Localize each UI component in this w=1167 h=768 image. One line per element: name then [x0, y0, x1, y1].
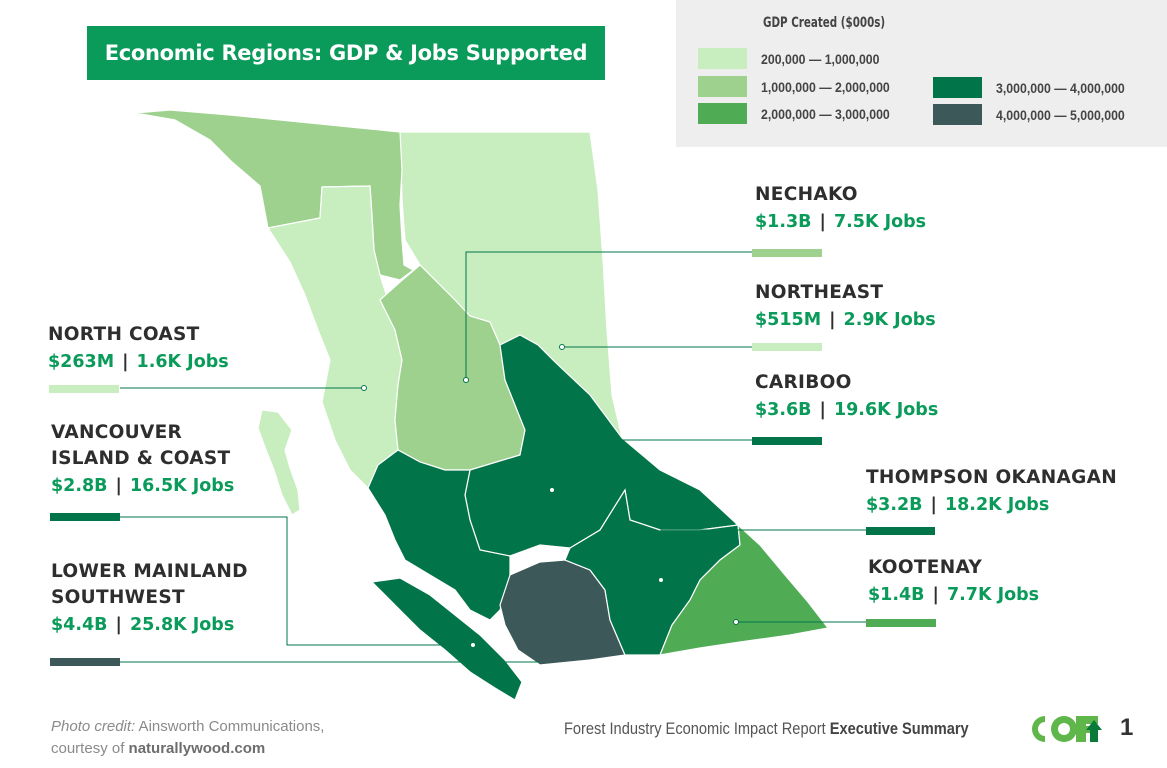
legend-swatch	[698, 103, 747, 124]
label-cariboo: CARIBOO $3.6B | 19.6K Jobs	[755, 370, 938, 424]
gdp-legend: GDP Created ($000s) 200,000 — 1,000,000 …	[676, 0, 1167, 147]
region-jobs: 1.6K Jobs	[136, 352, 229, 372]
region-vancouver-island-coast	[367, 449, 511, 621]
legend-title: GDP Created ($000s)	[763, 15, 886, 31]
region-jobs: 16.5K Jobs	[129, 476, 235, 496]
label-kootenay: KOOTENAY $1.4B | 7.7K Jobs	[868, 555, 1039, 609]
region-jobs: 18.2K Jobs	[944, 495, 1050, 515]
photo-credit-courtesy: courtesy of	[51, 740, 129, 757]
region-name: NECHAKO	[755, 184, 858, 205]
region-jobs: 7.5K Jobs	[833, 212, 927, 232]
region-gdp: $1.3B	[755, 212, 812, 232]
region-bar-kootenay	[866, 619, 936, 627]
report-title-main: Forest Industry Economic Impact Report	[564, 719, 830, 738]
stat-separator: |	[819, 212, 826, 232]
region-jobs: 7.7K Jobs	[946, 585, 1040, 605]
region-name: NORTHEAST	[755, 282, 884, 303]
label-north-coast: NORTH COAST $263M | 1.6K Jobs	[48, 322, 229, 376]
region-haida-gwaii	[257, 409, 301, 516]
region-name: KOOTENAY	[868, 557, 983, 578]
legend-item: 4,000,000 — 5,000,000	[933, 104, 1142, 125]
legend-item: 2,000,000 — 3,000,000	[698, 103, 907, 124]
region-bar-thompson-okanagan	[866, 527, 935, 535]
region-stats: $3.6B | 19.6K Jobs	[755, 396, 938, 424]
region-name-line1: LOWER MAINLAND	[51, 561, 248, 582]
region-jobs: 2.9K Jobs	[843, 310, 936, 330]
region-stats: $263M | 1.6K Jobs	[48, 348, 229, 376]
stat-separator: |	[829, 310, 836, 330]
photo-credit-line1: Photo credit: Ainsworth Communications,	[51, 716, 324, 738]
region-bar-vancouver-island-coast	[50, 513, 120, 521]
region-gdp: $2.8B	[51, 476, 108, 496]
region-gdp: $4.4B	[51, 615, 108, 635]
legend-item: 3,000,000 — 4,000,000	[933, 77, 1142, 98]
legend-label: 3,000,000 — 4,000,000	[996, 79, 1125, 96]
legend-label: 1,000,000 — 2,000,000	[761, 78, 890, 95]
page-title: Economic Regions: GDP & Jobs Supported	[87, 26, 605, 80]
legend-label: 2,000,000 — 3,000,000	[761, 105, 890, 122]
region-stats: $1.4B | 7.7K Jobs	[868, 581, 1039, 609]
leader-nechako	[465, 251, 752, 380]
region-bar-nechako	[752, 249, 822, 257]
region-name: CARIBOO	[755, 372, 852, 393]
region-bar-cariboo	[752, 437, 822, 445]
region-gdp: $1.4B	[868, 585, 925, 605]
label-thompson-okanagan: THOMPSON OKANAGAN $3.2B | 18.2K Jobs	[866, 465, 1117, 519]
legend-swatch	[933, 77, 982, 98]
legend-swatch	[698, 48, 747, 69]
photo-credit-prefix: Photo credit:	[51, 718, 136, 735]
region-stikine	[134, 109, 441, 286]
legend-label: 200,000 — 1,000,000	[761, 50, 880, 67]
region-gdp: $3.6B	[755, 400, 812, 420]
region-bar-north-coast	[49, 385, 119, 393]
label-vancouver-island-coast: VANCOUVER ISLAND & COAST $2.8B | 16.5K Job…	[51, 420, 234, 500]
region-gdp: $515M	[755, 310, 822, 330]
leader-cariboo	[551, 439, 752, 490]
region-stats: $1.3B | 7.5K Jobs	[755, 208, 926, 236]
region-name: NORTH COAST	[48, 324, 200, 345]
leader-lines	[120, 251, 866, 663]
region-gdp: $3.2B	[866, 495, 923, 515]
page-number: 1	[1120, 714, 1134, 741]
stat-separator: |	[115, 615, 122, 635]
region-stats: $4.4B | 25.8K Jobs	[51, 611, 248, 639]
region-name-line2: SOUTHWEST	[51, 587, 185, 608]
legend-label: 4,000,000 — 5,000,000	[996, 106, 1125, 123]
region-vancouver-island	[370, 577, 523, 701]
photo-credit-site: naturallywood.com	[128, 740, 266, 757]
photo-credit-line2: courtesy of naturallywood.com	[51, 738, 324, 760]
region-bar-northeast	[752, 343, 822, 351]
legend-swatch	[698, 76, 747, 97]
legend-swatch	[933, 104, 982, 125]
region-bar-lower-mainland-southwest	[50, 658, 120, 666]
stat-separator: |	[122, 352, 129, 372]
legend-item: 1,000,000 — 2,000,000	[698, 76, 907, 97]
report-title-bold: Executive Summary	[829, 719, 969, 738]
label-northeast: NORTHEAST $515M | 2.9K Jobs	[755, 280, 936, 334]
region-jobs: 19.6K Jobs	[833, 400, 939, 420]
stat-separator: |	[819, 400, 826, 420]
region-jobs: 25.8K Jobs	[129, 615, 235, 635]
photo-credit: Photo credit: Ainsworth Communications, …	[51, 716, 324, 760]
stat-separator: |	[930, 495, 937, 515]
label-nechako: NECHAKO $1.3B | 7.5K Jobs	[755, 182, 926, 236]
region-name: THOMPSON OKANAGAN	[866, 467, 1118, 488]
region-stats: $515M | 2.9K Jobs	[755, 306, 936, 334]
label-lower-mainland-southwest: LOWER MAINLAND SOUTHWEST $4.4B | 25.8K Job…	[51, 559, 248, 639]
stat-separator: |	[932, 585, 939, 605]
region-name-line2: ISLAND & COAST	[51, 448, 231, 469]
stat-separator: |	[115, 476, 122, 496]
leader-thompson-okanagan	[660, 529, 866, 580]
leader-vancouver-island	[120, 516, 473, 646]
region-gdp: $263M	[48, 352, 115, 372]
region-stats: $2.8B | 16.5K Jobs	[51, 472, 234, 500]
region-stats: $3.2B | 18.2K Jobs	[866, 491, 1117, 519]
report-title: Forest Industry Economic Impact Report E…	[564, 719, 969, 739]
region-name-line1: VANCOUVER	[51, 422, 183, 443]
photo-credit-name: Ainsworth Communications,	[135, 718, 325, 735]
leader-dots	[361, 344, 739, 648]
cofi-logo-icon	[1032, 716, 1102, 742]
legend-item: 200,000 — 1,000,000	[698, 48, 896, 69]
